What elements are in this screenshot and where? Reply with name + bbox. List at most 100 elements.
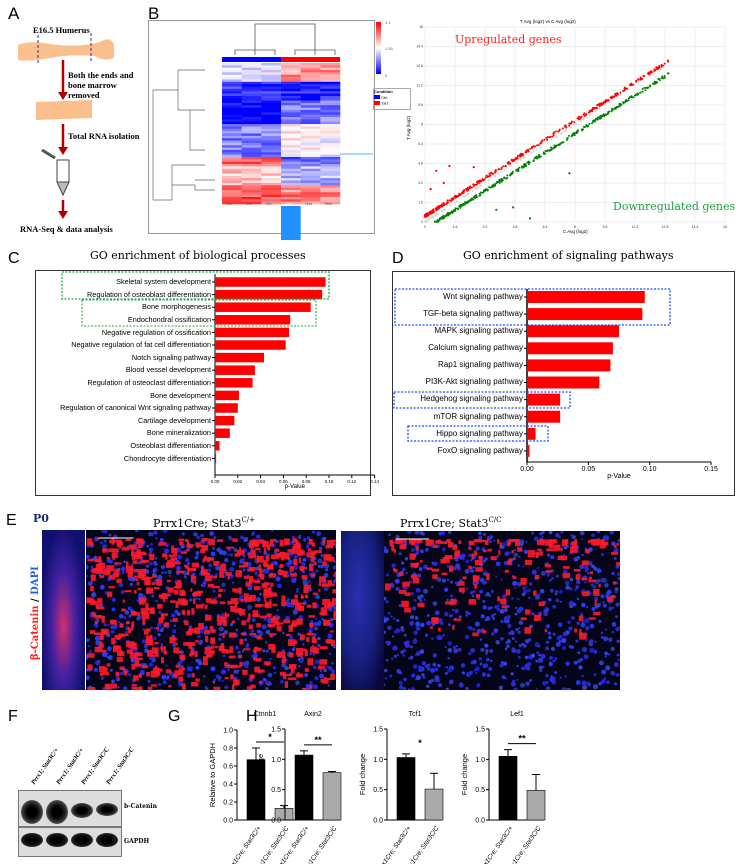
down-gene-point [618,102,621,105]
beta-catenin-signal [104,683,112,690]
heatmap-cell [281,189,301,193]
beta-catenin-signal [153,586,160,590]
heatmap-cell [241,201,262,205]
heatmap-cell [320,119,341,123]
up-gene-point [625,87,628,90]
dapi-nucleus [313,684,319,690]
dapi-nucleus [486,673,491,678]
up-gene-point [515,156,518,159]
beta-catenin-signal [252,614,260,618]
dapi-nucleus [384,616,387,619]
dapi-nucleus [547,553,551,557]
up-gene-point [432,208,435,211]
category-label: Rap1 signaling pathway [438,360,523,370]
dapi-nucleus [295,680,300,685]
beta-catenin-signal [311,542,316,547]
dapi-nucleus [581,602,586,608]
beta-catenin-signal [590,571,594,575]
heatmap-cell [281,164,301,167]
dapi-nucleus [467,626,470,629]
dapi-nucleus [334,560,336,564]
dapi-nucleus [617,659,620,662]
beta-catenin-signal [318,589,321,592]
beta-catenin-signal [253,586,261,591]
beta-catenin-signal [133,575,141,578]
heatmap-cell [300,131,321,134]
up-gene-point [442,181,445,185]
dapi-nucleus [287,598,290,601]
heatmap-cell [222,152,242,155]
heatmap-cell [320,65,341,68]
beta-catenin-signal [134,589,137,594]
beta-catenin-signal [229,646,234,653]
dapi-nucleus [551,676,556,681]
beta-catenin-signal [570,546,579,553]
beta-catenin-signal [412,577,420,584]
heatmap-cell [241,88,262,92]
beta-catenin-signal [544,564,552,568]
dapi-nucleus [430,668,435,673]
dapi-nucleus [617,626,620,630]
beta-catenin-signal [146,607,155,611]
dapi-nucleus [539,588,545,594]
dapi-nucleus [554,592,558,596]
dapi-nucleus [575,680,581,686]
dapi-nucleus [540,653,546,659]
heatmap-cell [300,161,321,165]
bar [215,340,286,350]
dapi-nucleus [466,587,469,591]
band-gapdh [21,833,43,847]
beta-catenin-signal [435,540,442,544]
heatmap-cell [300,124,321,127]
dapi-nucleus [241,649,245,653]
x-tick-label: 12.8 [662,225,669,229]
dapi-nucleus [247,604,253,610]
beta-catenin-signal [534,614,542,621]
beta-catenin-signal [300,596,305,599]
beta-catenin-signal [165,669,172,674]
dapi-nucleus [413,598,417,602]
dapi-nucleus [528,582,533,586]
down-gene-point [568,172,571,175]
ns-gene-point [550,138,553,141]
dapi-nucleus [417,573,422,578]
heatmap-cell [300,189,321,193]
heatmap-cell [222,157,242,160]
dapi-nucleus [403,677,407,682]
dapi-nucleus [265,679,268,682]
bar [215,453,217,464]
heatmap-cell [222,192,242,195]
dapi-nucleus [227,668,230,672]
beta-catenin-signal [108,586,115,589]
up-gene-point [435,169,438,172]
row-dendrogram [152,69,215,201]
dapi-nucleus [588,641,594,647]
heatmap-cell [281,199,301,202]
dapi-nucleus [115,676,121,682]
beta-catenin-signal [214,646,218,649]
beta-catenin-signal [575,574,581,581]
beta-catenin-signal [162,553,167,558]
bar [527,427,536,440]
beta-catenin-signal [243,575,249,579]
beta-catenin-signal [534,574,540,579]
dapi-nucleus [479,589,484,594]
up-gene-point [497,168,500,171]
beta-catenin-signal [330,556,335,562]
up-gene-point [431,211,434,214]
heatmap-cell [281,168,301,172]
beta-catenin-signal [279,671,286,676]
heatmap-cell [261,110,282,113]
micrograph-image [384,531,620,690]
beta-catenin-signal [263,588,271,595]
dapi-nucleus [563,546,568,550]
beta-catenin-signal [473,550,478,556]
bar [215,441,220,451]
beta-catenin-signal [178,538,185,541]
beta-catenin-signal [154,652,159,656]
dapi-nucleus [594,640,597,643]
dapi-nucleus [198,628,204,634]
dapi-nucleus [437,682,443,688]
beta-catenin-signal [540,539,545,544]
heatmap-cell [241,149,262,153]
